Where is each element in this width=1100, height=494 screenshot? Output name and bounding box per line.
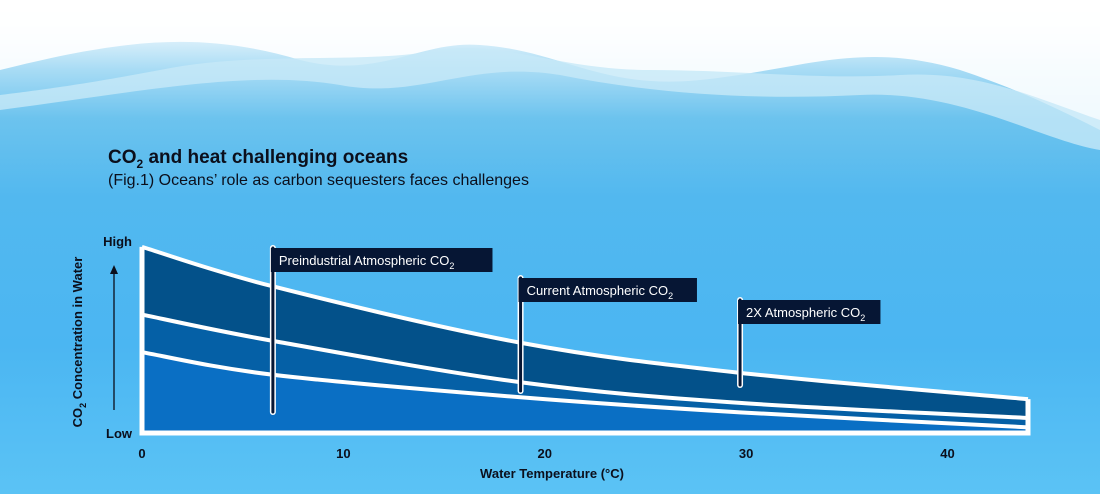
x-tick-label: 0 [138, 446, 145, 461]
arrow-up-icon [110, 265, 118, 274]
y-tick-label: High [103, 234, 132, 249]
series-line-2 [141, 350, 1029, 430]
series-line-0 [141, 244, 1029, 402]
x-axis-label: Water Temperature (°C) [480, 466, 624, 481]
series-label: Current Atmospheric CO2 [527, 283, 674, 301]
y-axis-label: CO2 Concentration in Water [70, 257, 88, 428]
series-line-1 [141, 312, 1029, 420]
series-label: 2X Atmospheric CO2 [746, 305, 865, 323]
x-tick-label: 40 [940, 446, 954, 461]
axis-frame [139, 246, 1031, 436]
chart-subtitle: (Fig.1) Oceans’ role as carbon sequester… [108, 172, 529, 189]
y-tick-label: Low [106, 426, 133, 441]
x-tick-label: 20 [537, 446, 551, 461]
series-label-box [270, 248, 493, 272]
chart-title: CO2 and heat challenging oceans [108, 147, 408, 171]
series-label-box [738, 300, 881, 324]
title-subscript: 2 [136, 156, 144, 171]
x-tick-label: 30 [739, 446, 753, 461]
water-surface-wave [0, 0, 1100, 150]
title-text: CO [108, 147, 137, 168]
series-label-box [518, 278, 697, 302]
x-tick-label: 10 [336, 446, 350, 461]
band-area-2 [142, 352, 1028, 433]
series-label: Preindustrial Atmospheric CO2 [279, 253, 455, 271]
title-text-rest: and heat challenging oceans [143, 147, 409, 168]
